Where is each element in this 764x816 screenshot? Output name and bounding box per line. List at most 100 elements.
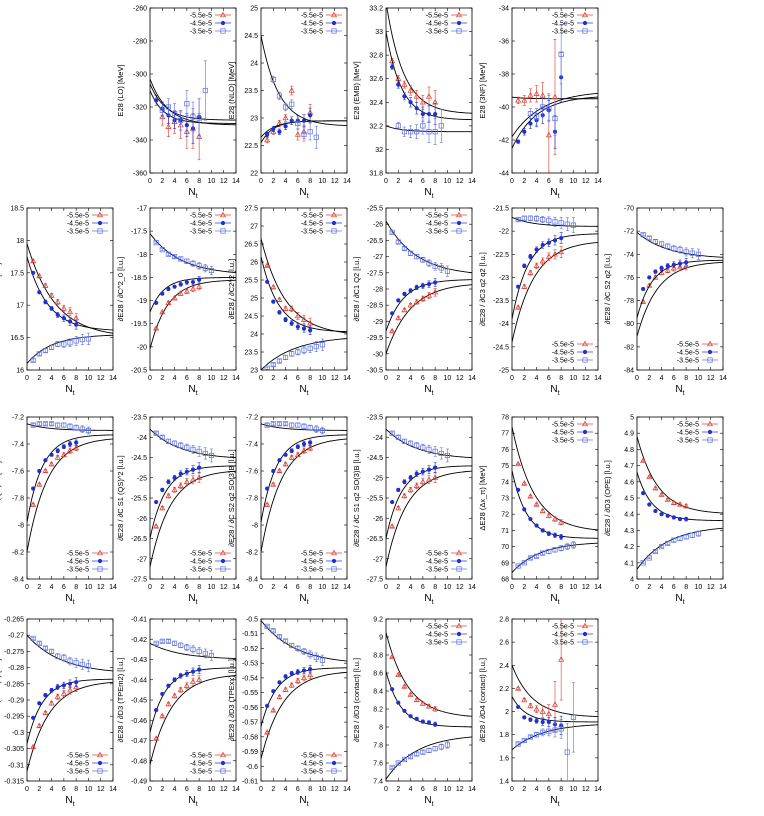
y-tick-label: -0.43 [131, 657, 147, 664]
x-axis-label-sub: t [73, 599, 75, 606]
data-point [159, 247, 165, 253]
data-point [653, 269, 658, 274]
legend-label: -3.5e-5 [67, 769, 89, 776]
y-tick-label: 9 [379, 635, 383, 642]
legend-label: -4.5e-5 [426, 559, 448, 566]
data-point [545, 512, 552, 518]
data-point [295, 645, 301, 652]
data-point [67, 308, 73, 314]
y-tick-label: -30 [373, 351, 383, 358]
data-point [196, 474, 203, 480]
data-point [671, 537, 677, 543]
y-tick-label: -0.275 [4, 649, 24, 656]
data-point [67, 423, 73, 430]
data-point [527, 702, 534, 708]
data-point [426, 292, 432, 298]
data-point [396, 298, 401, 303]
x-tick-label: 14 [232, 584, 240, 591]
x-tick-label: 8 [308, 786, 312, 793]
chart-panel-d-cso3b2: 0 2 4 6 8 10 12 14 -27.5 -27 -26.5 -26 -25.5 -25 -24.5… [352, 415, 476, 607]
x-tick-label: 10 [444, 375, 452, 382]
y-tick-label: 4.5 [624, 496, 634, 503]
y-tick-label: -20 [137, 344, 147, 351]
data-point [48, 292, 55, 298]
y-tick-label: -24 [499, 321, 509, 328]
legend-label: -5.5e-5 [426, 624, 448, 631]
data-point [271, 468, 276, 474]
legend-label: -5.5e-5 [426, 13, 448, 20]
legend-label: -4.5e-5 [67, 221, 89, 228]
data-point [282, 460, 289, 467]
x-tick-label: 8 [197, 178, 201, 185]
x-tick-label: 14 [232, 178, 240, 185]
y-axis-label: ∂E28 / ∂D3 (contact) [l.u.] [352, 658, 361, 742]
y-axis-label: E28 (LO) [MeV] [116, 64, 125, 116]
chart-panel-d-d4contact: 0 2 4 6 8 10 12 14 1.4 1.6 1.8 2 2.2 2.4 2.6 2.8 Nt ∂E28 … [478, 617, 602, 809]
y-tick-label: -27 [137, 556, 147, 563]
plot-marks [150, 60, 236, 161]
data-point [67, 681, 73, 686]
data-point [670, 499, 677, 506]
data-point [444, 742, 450, 748]
legend-marker [220, 11, 226, 18]
legend-label: -5.5e-5 [67, 213, 89, 220]
legend-label: -5.5e-5 [552, 422, 574, 429]
plot-frame [260, 618, 348, 782]
data-point [154, 708, 159, 713]
data-point [521, 696, 528, 703]
data-point [178, 673, 183, 678]
data-point [67, 447, 73, 453]
x-tick-label: 8 [559, 584, 563, 591]
data-point [270, 362, 276, 368]
data-point [283, 104, 289, 110]
y-tick-label: -21.5 [493, 206, 509, 213]
legend-label: -5.5e-5 [677, 342, 699, 349]
y-tick-label: -27 [373, 556, 383, 563]
x-tick-label: 0 [384, 584, 388, 591]
plot-marks [512, 619, 598, 781]
x-tick-label: 2 [160, 786, 164, 793]
legend-label: -4.5e-5 [67, 761, 89, 768]
x-axis-label-sub: t [307, 801, 309, 808]
data-point [48, 699, 55, 706]
data-point [516, 139, 521, 144]
data-point [159, 308, 166, 315]
legend-marker [582, 429, 588, 435]
data-point [522, 263, 527, 268]
data-point [301, 441, 307, 447]
data-point [160, 691, 165, 697]
data-point [539, 257, 546, 264]
data-point [79, 661, 85, 667]
y-tick-label: 24.5 [244, 33, 258, 40]
x-tick-label: 8 [197, 584, 201, 591]
data-point [395, 760, 401, 766]
y-tick-label: -0.55 [242, 690, 258, 697]
data-point [426, 260, 432, 266]
y-tick-label: 7.6 [373, 761, 383, 768]
data-point [389, 430, 395, 436]
legend-label: -3.5e-5 [552, 358, 574, 365]
data-point [521, 97, 528, 103]
x-tick-label: 0 [384, 786, 388, 793]
data-point [408, 250, 414, 256]
y-tick-label: -26 [373, 222, 383, 229]
y-tick-label: -23.5 [367, 415, 383, 422]
x-tick-label: 10 [570, 786, 578, 793]
plot-marks [261, 35, 347, 149]
legend-label: -5.5e-5 [552, 342, 574, 349]
data-point [165, 438, 171, 444]
data-point [276, 358, 282, 364]
y-tick-label: -280 [133, 39, 147, 46]
legend-marker [582, 420, 588, 427]
data-point [395, 239, 401, 245]
data-point [73, 444, 80, 451]
x-tick-label: 4 [50, 375, 54, 382]
data-point [659, 512, 664, 517]
y-tick-label: 72 [501, 512, 509, 519]
x-tick-label: 6 [421, 375, 425, 382]
x-tick-label: 6 [185, 584, 189, 591]
y-tick-label: 69 [501, 560, 509, 567]
x-tick-label: 12 [220, 786, 228, 793]
legend-marker [582, 28, 588, 34]
data-point [295, 120, 301, 127]
